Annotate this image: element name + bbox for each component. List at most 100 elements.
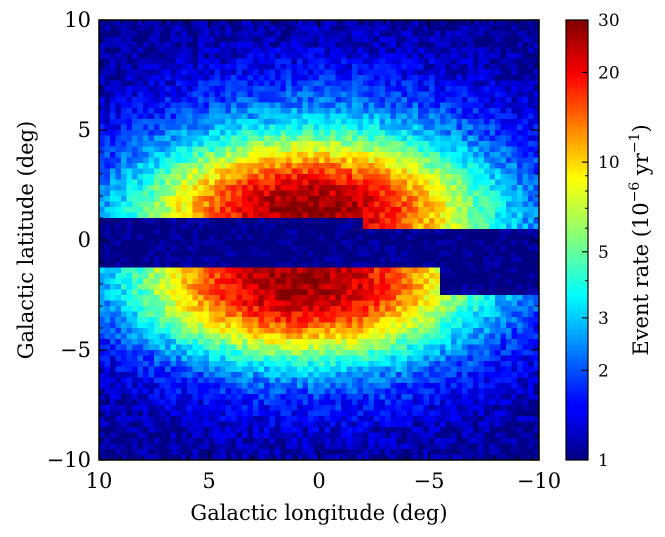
heatmap-cell: [176, 190, 182, 197]
heatmap-cell: [236, 20, 243, 26]
heatmap-cell: [192, 256, 199, 263]
heatmap-cell: [407, 256, 413, 263]
heatmap-cell: [335, 190, 342, 197]
heatmap-cell: [225, 273, 232, 279]
heatmap-cell: [99, 64, 105, 70]
heatmap-cell: [203, 284, 210, 290]
heatmap-cell: [187, 218, 193, 224]
heatmap-cell: [484, 350, 490, 356]
heatmap-cell: [110, 328, 116, 334]
heatmap-cell: [495, 322, 501, 329]
heatmap-cell: [286, 102, 292, 109]
heatmap-cell: [275, 124, 281, 131]
heatmap-cell: [170, 31, 177, 37]
heatmap-cell: [390, 102, 397, 109]
heatmap-cell: [214, 64, 221, 70]
heatmap-cell: [451, 174, 457, 180]
heatmap-cell: [297, 168, 303, 175]
heatmap-cell: [291, 245, 298, 252]
heatmap-cell: [357, 179, 364, 186]
heatmap-cell: [264, 69, 270, 76]
heatmap-cell: [132, 119, 138, 125]
heatmap-cell: [148, 157, 155, 164]
heatmap-cell: [451, 25, 457, 32]
heatmap-cell: [401, 25, 408, 32]
heatmap-cell: [269, 355, 276, 362]
heatmap-cell: [192, 223, 199, 230]
heatmap-cell: [209, 229, 215, 235]
heatmap-cell: [390, 69, 397, 76]
heatmap-cell: [412, 108, 419, 114]
heatmap-cell: [176, 223, 182, 230]
heatmap-cell: [533, 300, 540, 307]
heatmap-cell: [335, 36, 342, 43]
heatmap-cell: [346, 267, 353, 274]
heatmap-cell: [456, 300, 463, 307]
heatmap-cell: [242, 108, 248, 114]
heatmap-cell: [484, 245, 490, 252]
heatmap-cell: [319, 284, 325, 290]
heatmap-cell: [143, 212, 149, 219]
heatmap-cell: [429, 108, 435, 114]
heatmap-cell: [357, 174, 364, 180]
heatmap-cell: [385, 124, 391, 131]
heatmap-cell: [489, 168, 496, 175]
heatmap-cell: [247, 97, 254, 103]
heatmap-cell: [401, 75, 408, 81]
heatmap-cell: [357, 311, 364, 318]
heatmap-cell: [225, 240, 232, 246]
heatmap-cell: [247, 146, 254, 153]
heatmap-cell: [143, 207, 149, 213]
heatmap-cell: [214, 168, 221, 175]
heatmap-cell: [126, 42, 133, 48]
heatmap-cell: [390, 267, 397, 274]
heatmap-cell: [269, 317, 276, 323]
heatmap-cell: [429, 157, 435, 164]
heatmap-cell: [484, 229, 490, 235]
heatmap-cell: [269, 328, 276, 334]
heatmap-cell: [528, 240, 534, 246]
heatmap-cell: [258, 47, 265, 54]
heatmap-cell: [533, 234, 540, 241]
heatmap-cell: [423, 102, 430, 109]
heatmap-cell: [220, 47, 226, 54]
heatmap-cell: [517, 47, 523, 54]
heatmap-cell: [396, 273, 402, 279]
heatmap-cell: [159, 185, 166, 191]
heatmap-cell: [126, 212, 133, 219]
heatmap-cell: [165, 251, 171, 257]
heatmap-cell: [390, 295, 397, 301]
heatmap-cell: [390, 190, 397, 197]
heatmap-cell: [506, 328, 512, 334]
heatmap-cell: [429, 124, 435, 131]
heatmap-cell: [390, 322, 397, 329]
heatmap-cell: [440, 20, 446, 26]
heatmap-cell: [517, 229, 523, 235]
heatmap-cell: [192, 201, 199, 208]
heatmap-cell: [247, 36, 254, 43]
heatmap-cell: [511, 124, 518, 131]
heatmap-cell: [528, 31, 534, 37]
heatmap-cell: [462, 328, 468, 334]
heatmap-cell: [489, 174, 496, 180]
heatmap-cell: [478, 295, 485, 301]
heatmap-cell: [247, 251, 254, 257]
heatmap-cell: [440, 36, 446, 43]
heatmap-cell: [368, 328, 375, 334]
heatmap-cell: [511, 355, 518, 362]
heatmap-cell: [357, 284, 364, 290]
heatmap-cell: [467, 223, 474, 230]
heatmap-cell: [275, 278, 281, 285]
heatmap-cell: [313, 174, 320, 180]
heatmap-cell: [363, 262, 369, 268]
heatmap-cell: [247, 174, 254, 180]
heatmap-cell: [187, 234, 193, 241]
heatmap-cell: [110, 267, 116, 274]
heatmap-cell: [324, 25, 331, 32]
heatmap-cell: [110, 58, 116, 65]
heatmap-cell: [253, 295, 259, 301]
heatmap-cell: [297, 80, 303, 87]
heatmap-cell: [407, 146, 413, 153]
heatmap-cell: [319, 31, 325, 37]
heatmap-cell: [319, 53, 325, 59]
